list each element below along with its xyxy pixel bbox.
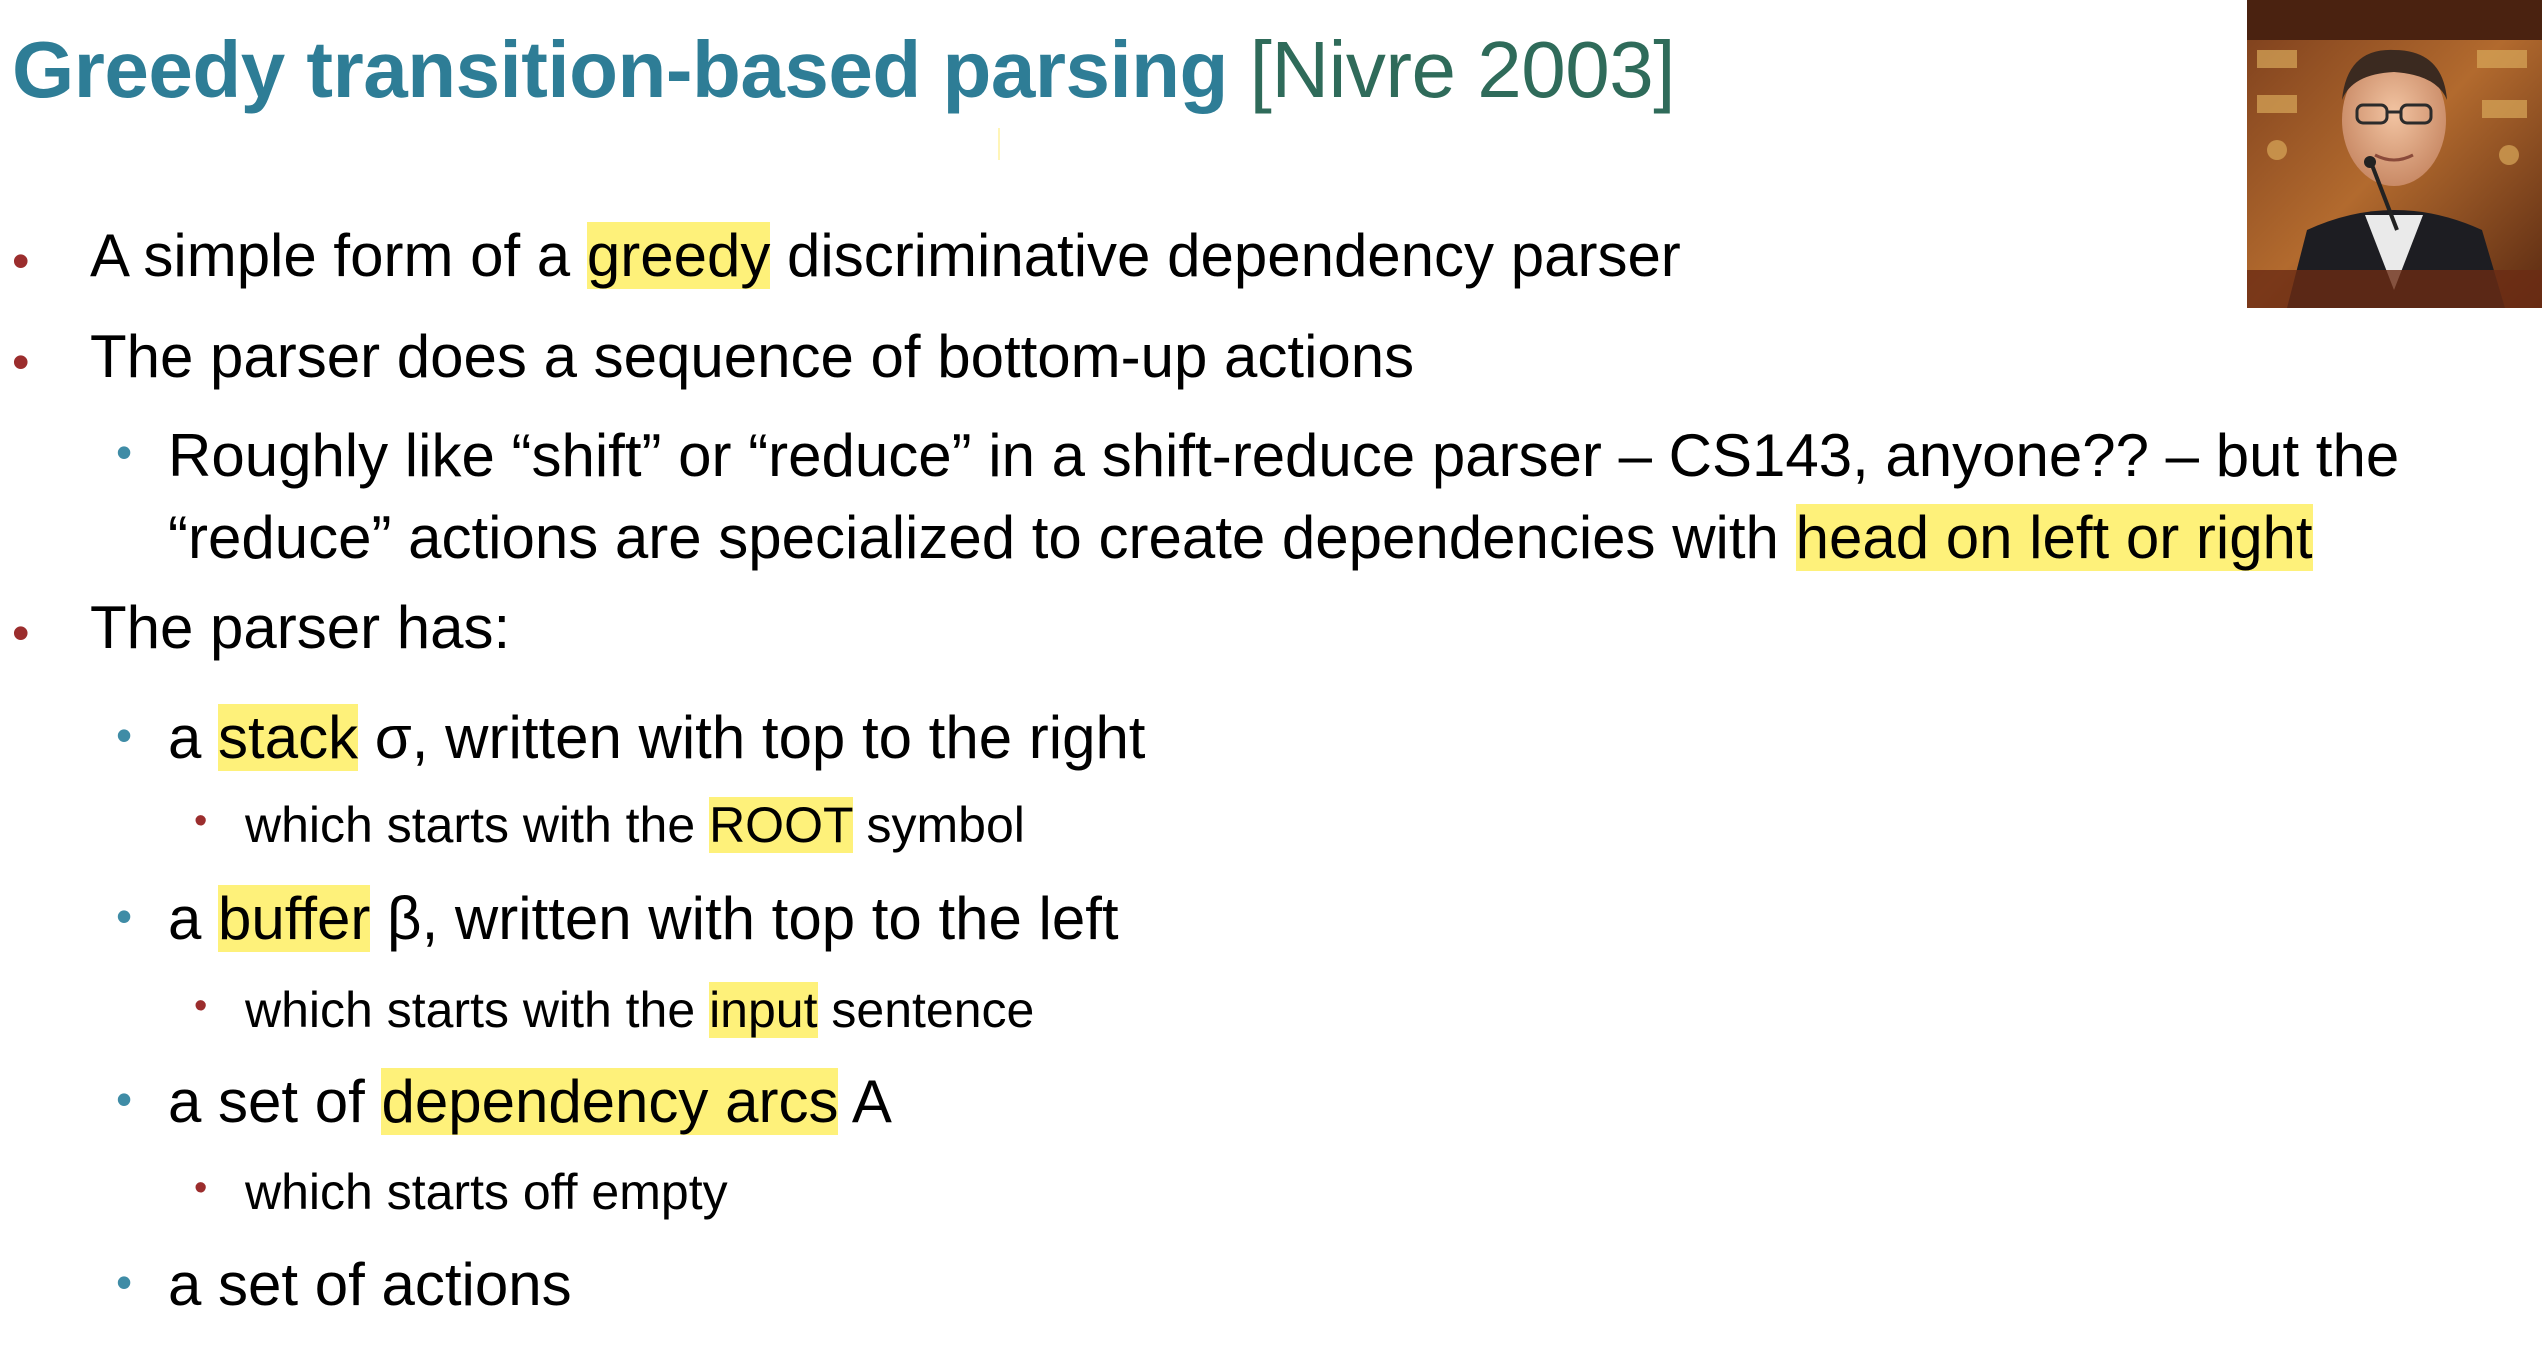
bullet-marker: • (194, 985, 208, 1027)
bullet-stack: a stack σ, written with top to the right (168, 702, 1145, 774)
highlight: ROOT (709, 797, 853, 853)
bullet-marker: • (116, 1256, 133, 1308)
text: σ, written with top to the right (358, 704, 1146, 771)
speaker-photo (2247, 0, 2542, 308)
slide-title: Greedy transition-based parsing [Nivre 2… (12, 22, 1675, 118)
bullet-buffer: a buffer β, written with top to the left (168, 883, 1119, 955)
bullet-marker: • (116, 426, 133, 478)
highlight: stack (218, 704, 359, 771)
text: discriminative dependency parser (770, 222, 1681, 289)
highlight: greedy (586, 222, 771, 289)
title-main: Greedy transition-based parsing (12, 25, 1228, 114)
highlight: buffer (218, 885, 371, 952)
highlight: head on left or right (1795, 504, 2313, 571)
text: which starts with the (245, 797, 710, 853)
text: which starts with the (245, 982, 710, 1038)
bullet-greedy: A simple form of a greedy discriminative… (90, 220, 1681, 292)
bullet-marker: • (12, 334, 30, 390)
text: “reduce” actions are specialized to crea… (168, 504, 1796, 571)
bullet-shift-reduce-line1: Roughly like “shift” or “reduce” in a sh… (168, 422, 2400, 489)
bullet-marker: • (12, 233, 30, 289)
bullet-arcs: a set of dependency arcs A (168, 1066, 892, 1138)
text: β, written with top to the left (370, 885, 1119, 952)
bullet-actions: The parser does a sequence of bottom-up … (90, 323, 1415, 390)
text: a (168, 704, 219, 771)
bullet-marker: • (116, 890, 133, 942)
highlight: dependency arcs (381, 1068, 839, 1135)
bullet-marker: • (194, 800, 208, 842)
text: a set of (168, 1068, 382, 1135)
highlight: input (709, 982, 818, 1038)
title-citation: [Nivre 2003] (1249, 25, 1676, 114)
bullet-parser-has: The parser has: (90, 594, 511, 661)
bullet-root: which starts with the ROOT symbol (245, 795, 1025, 855)
bullet-empty: which starts off empty (245, 1164, 728, 1220)
bullet-set-of-actions: a set of actions (168, 1251, 572, 1318)
text: a (168, 885, 219, 952)
text: sentence (817, 982, 1035, 1038)
decorative-mark (998, 128, 1000, 160)
bullet-input: which starts with the input sentence (245, 980, 1034, 1040)
bullet-shift-reduce-line2: “reduce” actions are specialized to crea… (168, 502, 2313, 574)
bullet-marker: • (116, 709, 133, 761)
text: A (838, 1068, 892, 1135)
bullet-marker: • (12, 605, 30, 661)
text: symbol (852, 797, 1025, 853)
text: A simple form of a (90, 222, 587, 289)
bullet-marker: • (116, 1073, 133, 1125)
bullet-marker: • (194, 1167, 208, 1209)
